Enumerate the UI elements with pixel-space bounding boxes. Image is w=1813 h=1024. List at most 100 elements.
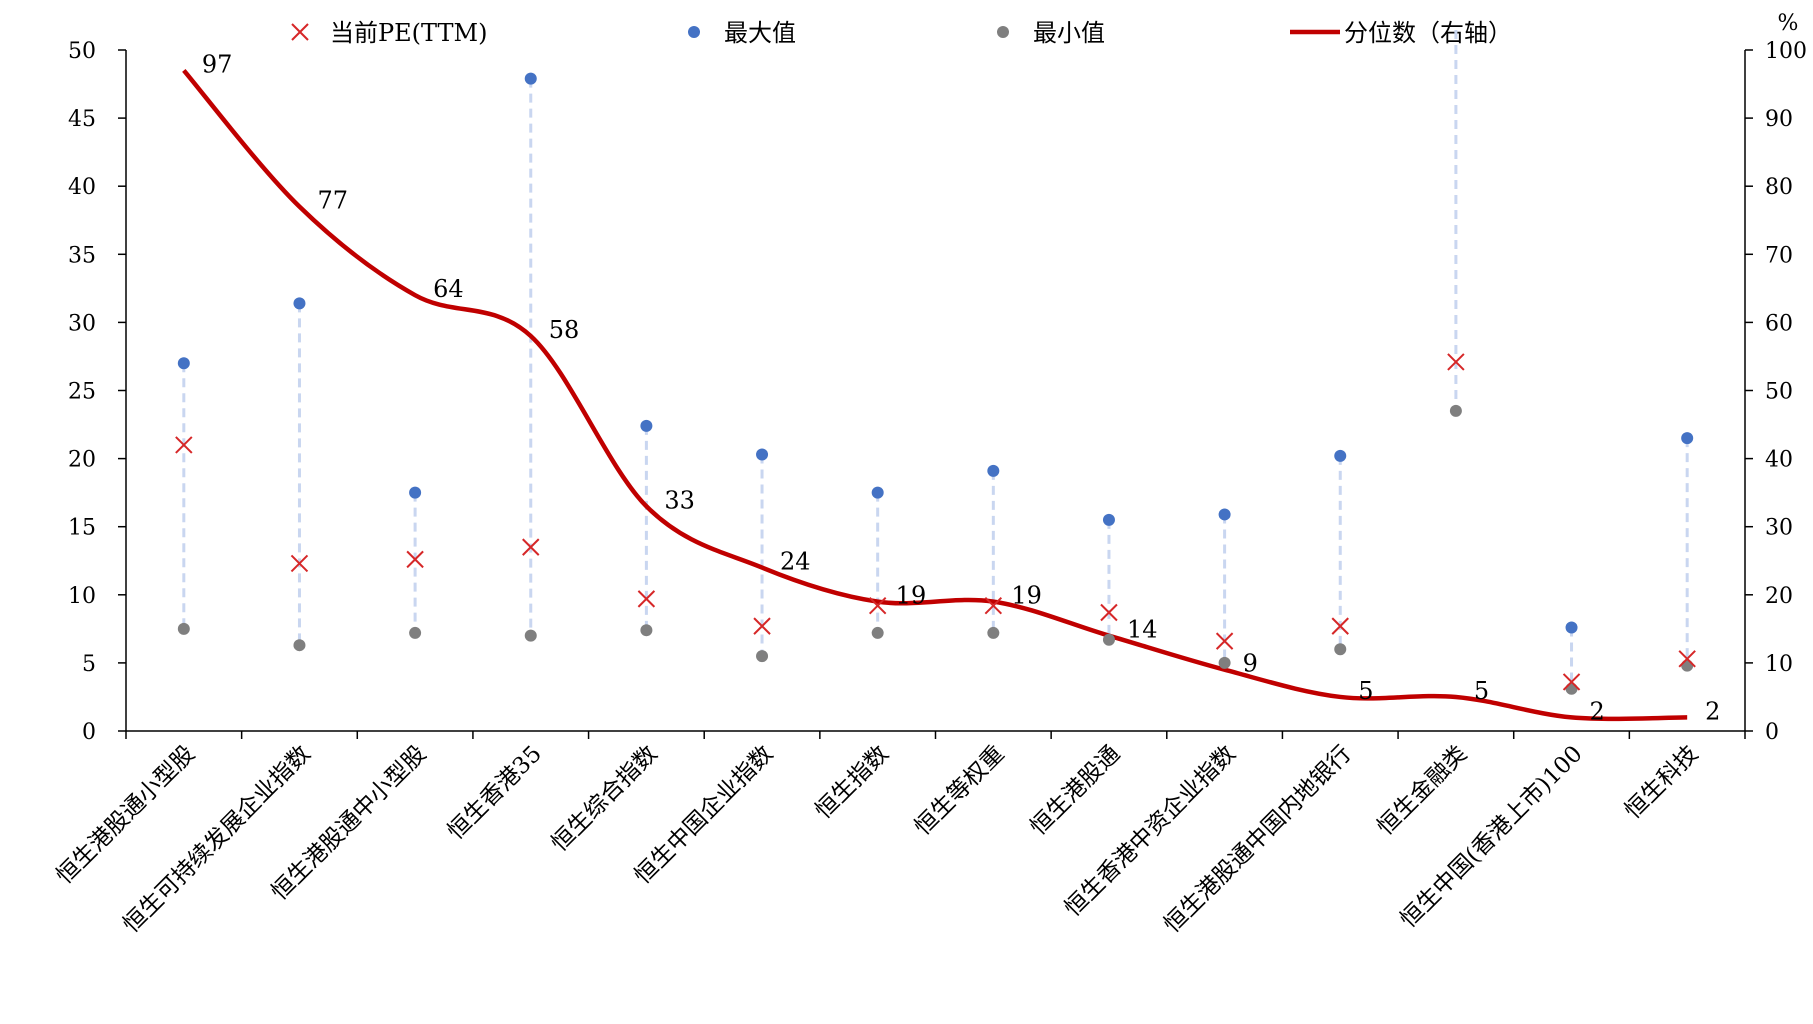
axes: 0510152025303540455001020304050607080901… [68,11,1807,745]
left-tick-label: 0 [82,720,96,745]
current-pe-marker [1562,673,1581,691]
left-tick-label: 30 [68,311,96,336]
max-point [1334,449,1347,462]
current-pe-stroke [290,554,309,573]
legend-x-stroke [291,23,309,41]
category-label: 恒生综合指数 [547,741,663,857]
category-label: 恒生香港35 [443,741,547,845]
current-pe-marker [637,590,656,608]
current-pe-marker [753,617,771,635]
right-tick-label: 60 [1765,311,1793,336]
current-pe-stroke [984,596,1003,615]
percentile-label: 2 [1590,697,1605,725]
percentile-labels: 97 77 64 58 33 24 19 19 14 9 5 5 2 2 [202,50,1721,725]
category-label: 恒生金融类 [1372,741,1472,841]
current-pe-stroke [1331,617,1349,635]
percentile-label: 14 [1127,616,1158,644]
category-label: 恒生科技 [1620,741,1703,824]
legend: 当前PE(TTM) 最大值 最小值 分位数（右轴） [291,19,1512,47]
max-point [871,486,884,499]
max-point [293,297,306,310]
percentile-label: 9 [1243,650,1258,678]
right-tick-label: 70 [1765,243,1793,268]
left-tick-label: 50 [68,39,96,64]
min-point [1218,656,1231,669]
category-label: 恒生港股通 [1026,741,1126,841]
percentile-label: 5 [1358,677,1373,705]
current-pe-marker [1447,353,1465,371]
right-tick-label: 20 [1765,584,1793,609]
legend-label: 最小值 [1033,19,1105,47]
max-point [1681,432,1694,445]
left-tick-label: 45 [68,107,96,132]
max-point [987,464,1000,477]
percentile-label: 5 [1474,677,1489,705]
legend-current-pe [291,23,309,41]
min-point [177,622,190,635]
legend-label: 分位数（右轴） [1344,19,1512,47]
left-tick-label: 5 [82,652,96,677]
min-point [1565,682,1578,695]
left-tick-label: 40 [68,175,96,200]
max-point [756,448,769,461]
current-pe-stroke [868,596,887,615]
min-point [1681,659,1694,672]
category-label: 恒生可持续发展企业指数 [118,741,315,938]
min-point [871,626,884,639]
current-pe-stroke [1447,353,1465,371]
percentile-label: 77 [317,187,348,215]
left-tick-label: 35 [68,243,96,268]
legend-label: 当前PE(TTM) [330,19,487,47]
current-pe-marker [984,596,1003,615]
max-point [1218,508,1231,521]
min-point [987,626,1000,639]
min-point [1334,643,1347,656]
min-point [409,626,422,639]
min-point [1449,404,1462,417]
max-point [177,357,190,370]
legend-label: 最大值 [724,19,796,47]
category-label: 恒生等权重 [910,741,1010,841]
current-pe-marker [522,538,540,556]
current-pe-marker [868,596,887,615]
current-pe-marker [406,550,424,569]
range-whiskers [182,30,1689,689]
current-pe-marker [1678,650,1696,668]
min-point [524,629,537,642]
current-pe-stroke [753,617,771,635]
left-tick-label: 10 [68,584,96,609]
left-tick-label: 25 [68,380,96,405]
percentile-label: 58 [549,316,580,344]
percentile-label: 2 [1705,697,1720,725]
percentile-label: 97 [202,50,233,78]
percentile-label: 33 [664,486,695,514]
current-pe-marker [290,554,309,573]
min-point [640,624,653,637]
current-pe-stroke [1215,632,1234,650]
current-pe-stroke [1562,673,1581,691]
max-point [1102,513,1115,526]
category-label: 恒生港股通中国内地银行 [1159,741,1356,938]
current-pe-marker [175,436,193,454]
max-point [1565,621,1578,634]
percentile-line-path [182,68,1688,722]
current-pe-stroke [1100,603,1118,622]
current-pe-marker [1331,617,1349,635]
max-point [524,72,537,85]
left-tick-label: 20 [68,448,96,473]
markers [175,72,1696,695]
percentile-label: 24 [780,548,811,576]
right-tick-label: 90 [1765,107,1793,132]
current-pe-stroke [175,436,193,454]
current-pe-stroke [406,550,424,569]
right-tick-label: 50 [1765,380,1793,405]
right-axis-unit: % [1778,11,1799,36]
current-pe-stroke [522,538,540,556]
right-tick-label: 100 [1765,39,1807,64]
right-tick-label: 0 [1765,720,1779,745]
percentile-label: 64 [433,275,464,303]
max-point [640,419,653,432]
right-tick-label: 40 [1765,448,1793,473]
